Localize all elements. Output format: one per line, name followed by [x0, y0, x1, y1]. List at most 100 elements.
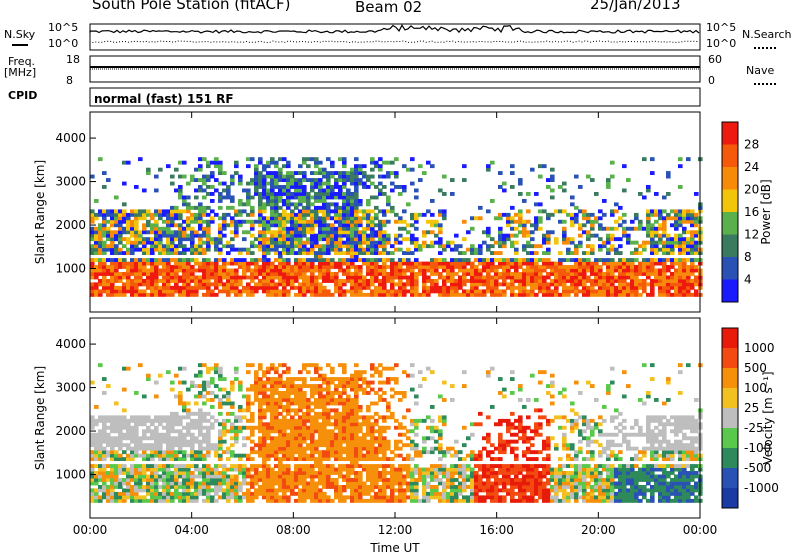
velocity-cell [114, 464, 119, 468]
power-cell [166, 272, 171, 276]
power-cell [106, 272, 111, 276]
velocity-cell [322, 498, 327, 503]
power-cell [410, 272, 415, 276]
velocity-cell [342, 495, 347, 500]
power-cell [286, 244, 291, 249]
power-cell [290, 185, 295, 189]
power-cell [538, 275, 543, 280]
power-cell [382, 292, 387, 297]
velocity-cell [310, 467, 315, 472]
velocity-cell [250, 481, 255, 486]
power-cell [146, 223, 151, 228]
power-cell [154, 237, 159, 242]
velocity-cell [118, 422, 123, 427]
velocity-cell [278, 450, 283, 455]
power-cell [654, 230, 659, 235]
power-cell [654, 212, 659, 217]
velocity-cell [218, 405, 223, 409]
power-cell [122, 237, 127, 242]
velocity-cell [302, 450, 307, 455]
power-cell [270, 192, 275, 196]
power-cell [334, 285, 339, 290]
power-cell [158, 237, 163, 242]
velocity-cell [294, 422, 299, 427]
power-cell [382, 174, 387, 179]
velocity-cell [290, 478, 295, 482]
power-cell [690, 272, 695, 276]
power-cell [530, 167, 535, 172]
power-cell [526, 192, 531, 196]
power-cell [502, 265, 507, 269]
velocity-cell [118, 495, 123, 500]
power-cell [254, 237, 259, 242]
power-cell [382, 285, 387, 290]
power-cell [674, 212, 679, 217]
velocity-cell [306, 491, 311, 496]
velocity-cell [346, 464, 351, 468]
power-cell [106, 289, 111, 294]
power-cell [218, 233, 223, 238]
velocity-cell [210, 488, 215, 493]
power-cell [170, 289, 175, 294]
power-cell [250, 275, 255, 280]
power-cell [690, 261, 695, 266]
velocity-cell [214, 498, 219, 503]
velocity-cell [274, 491, 279, 496]
power-cell [362, 247, 367, 252]
velocity-cell [350, 380, 355, 385]
power-cell [322, 233, 327, 238]
power-cell [198, 167, 203, 172]
power-cell [450, 178, 455, 182]
velocity-cell [330, 443, 335, 448]
power-cell [354, 272, 359, 276]
power-cell [358, 258, 363, 262]
velocity-cell [266, 425, 271, 430]
power-cell [146, 247, 151, 252]
power-cell [578, 185, 583, 189]
power-cell [558, 279, 563, 283]
power-cell [578, 261, 583, 266]
power-cell [630, 279, 635, 283]
velocity-cell [118, 415, 123, 420]
power-cell [130, 219, 135, 224]
power-cell [522, 226, 527, 231]
velocity-cell [342, 425, 347, 430]
velocity-cell [242, 495, 247, 500]
power-cell [650, 237, 655, 242]
power-cell [258, 258, 263, 262]
power-cell [350, 247, 355, 252]
power-cell [206, 230, 211, 235]
velocity-cell [182, 467, 187, 472]
power-cell [574, 275, 579, 280]
power-cell [198, 244, 203, 249]
power-cell [110, 230, 115, 235]
power-cell [614, 279, 619, 283]
power-cell [650, 223, 655, 228]
power-cell [414, 265, 419, 269]
velocity-cell [198, 467, 203, 472]
velocity-cell [222, 478, 227, 482]
power-cell [274, 160, 279, 165]
power-cell [566, 279, 571, 283]
power-cell [390, 272, 395, 276]
velocity-cell [286, 418, 291, 423]
velocity-cell [138, 363, 143, 368]
power-cell [234, 272, 239, 276]
velocity-cell [354, 495, 359, 500]
power-cell [590, 289, 595, 294]
power-cell [218, 289, 223, 294]
velocity-cell [302, 464, 307, 468]
velocity-cell [174, 478, 179, 482]
velocity-cell [170, 450, 175, 455]
power-cell [258, 272, 263, 276]
velocity-cell [302, 478, 307, 482]
velocity-cell [290, 384, 295, 388]
power-cell [290, 268, 295, 273]
velocity-cell [326, 446, 331, 451]
velocity-cell [354, 436, 359, 441]
power-cell [286, 233, 291, 238]
velocity-cell [102, 474, 107, 479]
power-cell [470, 272, 475, 276]
power-cell [614, 226, 619, 231]
power-cell [266, 272, 271, 276]
